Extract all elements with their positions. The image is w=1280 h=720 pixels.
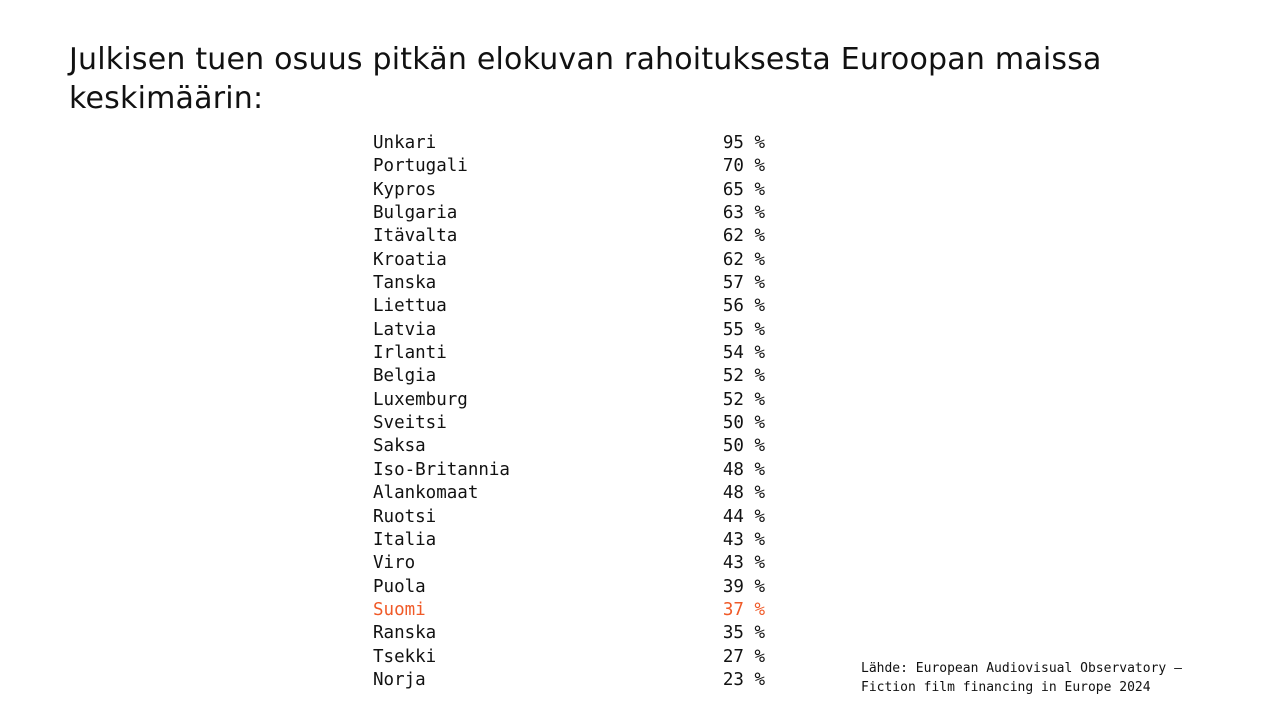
country-name: Norja: [373, 669, 426, 690]
share-value: 48 %: [722, 459, 765, 480]
country-name: Alankomaat: [373, 483, 479, 504]
table-row: Norja 23 %: [373, 669, 765, 692]
share-value: 43 %: [722, 553, 765, 574]
country-share-table: Unkari 95 % Portugali 70 % Kypros 65 % Bulgari…: [373, 132, 765, 692]
country-name: Viro: [373, 553, 416, 574]
country-name: Suomi: [373, 599, 426, 620]
table-row: Unkari 95 %: [373, 132, 765, 155]
share-value: 50 %: [722, 436, 765, 457]
share-value: 55 %: [722, 319, 765, 340]
country-name: Saksa: [373, 436, 426, 457]
page-title: Julkisen tuen osuus pitkän elokuvan raho…: [69, 42, 1102, 116]
share-value: 52 %: [722, 389, 765, 410]
source-line-1: Lähde: European Audiovisual Observatory …: [861, 661, 1182, 676]
share-value: 54 %: [722, 343, 765, 364]
country-name: Liettua: [373, 296, 447, 317]
share-value: 50 %: [722, 413, 765, 434]
share-value: 27 %: [722, 646, 765, 667]
table-row: Ranska 35 %: [373, 622, 765, 645]
country-name: Latvia: [373, 319, 437, 340]
country-name: Sveitsi: [373, 413, 447, 434]
table-row: Italia 43 %: [373, 529, 765, 552]
share-value: 48 %: [722, 483, 765, 504]
share-value: 44 %: [722, 506, 765, 527]
source-note: Lähde: European Audiovisual Observatory …: [861, 659, 1221, 697]
table-row: Sveitsi 50 %: [373, 412, 765, 435]
share-value: 70 %: [722, 156, 765, 177]
share-value: 95 %: [722, 133, 765, 153]
table-row: Kypros 65 %: [373, 179, 765, 202]
table-row: Luxemburg 52 %: [373, 389, 765, 412]
country-name: Portugali: [373, 156, 468, 177]
country-name: Kypros: [373, 179, 437, 200]
table-row: Bulgaria 63 %: [373, 202, 765, 225]
table-row: Kroatia 62 %: [373, 249, 765, 272]
table-row: Tsekki 27 %: [373, 646, 765, 669]
country-name: Ruotsi: [373, 506, 437, 527]
country-name: Puola: [373, 576, 426, 597]
table-row: Itävalta 62 %: [373, 225, 765, 248]
share-value: 56 %: [722, 296, 765, 317]
table-row: Viro 43 %: [373, 552, 765, 575]
table-row: Belgia 52 %: [373, 365, 765, 388]
table-row: Irlanti 54 %: [373, 342, 765, 365]
country-name: Kroatia: [373, 249, 447, 270]
share-value: 57 %: [722, 273, 765, 294]
country-name: Irlanti: [373, 343, 447, 364]
country-name: Unkari: [373, 133, 437, 153]
table-row: Latvia 55 %: [373, 319, 765, 342]
share-value: 43 %: [722, 529, 765, 550]
country-name: Tanska: [373, 273, 437, 294]
table-row: Tanska 57 %: [373, 272, 765, 295]
table-row: Alankomaat 48 %: [373, 482, 765, 505]
table-row: Iso-Britannia 48 %: [373, 459, 765, 482]
share-value: 62 %: [722, 226, 765, 247]
share-value: 35 %: [722, 623, 765, 644]
table-row: Saksa 50 %: [373, 435, 765, 458]
table-row: Suomi 37 %: [373, 599, 765, 622]
share-value: 39 %: [722, 576, 765, 597]
share-value: 65 %: [722, 179, 765, 200]
share-value: 62 %: [722, 249, 765, 270]
country-name: Tsekki: [373, 646, 437, 667]
country-name: Belgia: [373, 366, 437, 387]
share-value: 37 %: [722, 599, 765, 620]
table-row: Puola 39 %: [373, 576, 765, 599]
source-line-2: Fiction film financing in Europe 2024: [861, 680, 1151, 695]
country-name: Italia: [373, 529, 437, 550]
country-name: Bulgaria: [373, 203, 458, 224]
share-value: 63 %: [722, 203, 765, 224]
share-value: 52 %: [722, 366, 765, 387]
country-name: Itävalta: [373, 226, 458, 247]
country-name: Ranska: [373, 623, 437, 644]
table-row: Ruotsi 44 %: [373, 506, 765, 529]
country-name: Luxemburg: [373, 389, 468, 410]
country-name: Iso-Britannia: [373, 459, 510, 480]
table-row: Liettua 56 %: [373, 295, 765, 318]
table-row: Portugali 70 %: [373, 155, 765, 178]
share-value: 23 %: [722, 669, 765, 690]
